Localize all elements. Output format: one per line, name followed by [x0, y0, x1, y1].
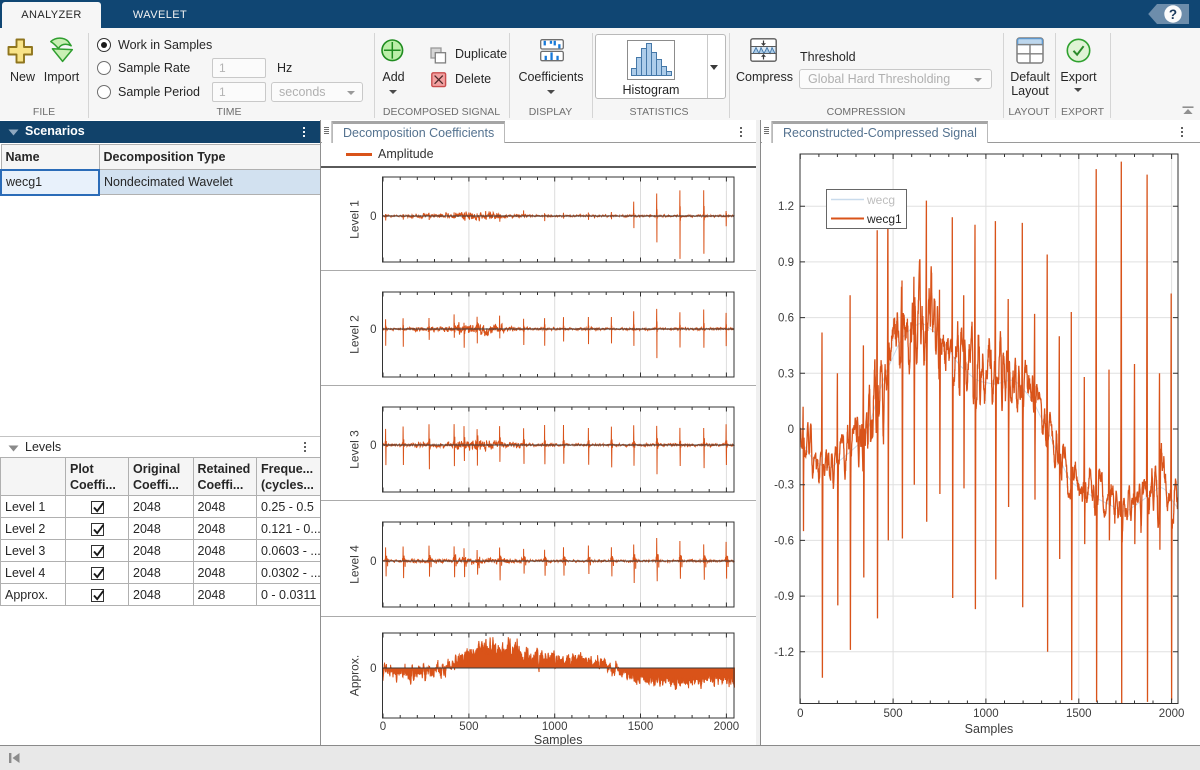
svg-text:-0.6: -0.6 — [774, 535, 794, 547]
svg-text:Samples: Samples — [965, 722, 1014, 736]
svg-text:0: 0 — [370, 440, 376, 452]
svg-text:Level 4: Level 4 — [348, 545, 362, 584]
svg-text:0: 0 — [370, 324, 376, 336]
svg-text:1000: 1000 — [542, 721, 568, 733]
svg-text:0.9: 0.9 — [778, 257, 794, 269]
svg-text:0: 0 — [797, 708, 803, 720]
svg-text:Samples: Samples — [534, 733, 583, 746]
svg-text:0: 0 — [380, 721, 386, 733]
svg-text:2000: 2000 — [714, 721, 740, 733]
svg-text:Approx.: Approx. — [348, 655, 362, 696]
svg-text:2000: 2000 — [1159, 708, 1185, 720]
svg-text:Level 1: Level 1 — [348, 200, 362, 239]
svg-text:-1.2: -1.2 — [774, 647, 794, 659]
svg-text:500: 500 — [884, 708, 903, 720]
svg-text:0: 0 — [370, 556, 376, 568]
svg-text:wecg1: wecg1 — [866, 212, 902, 226]
svg-text:0.3: 0.3 — [778, 368, 794, 380]
svg-text:0: 0 — [370, 211, 376, 223]
svg-text:-0.3: -0.3 — [774, 480, 794, 492]
svg-text:1500: 1500 — [1066, 708, 1092, 720]
svg-text:500: 500 — [459, 721, 478, 733]
svg-text:wecg: wecg — [866, 193, 895, 207]
svg-text:Level 3: Level 3 — [348, 430, 362, 469]
svg-text:1.2: 1.2 — [778, 201, 794, 213]
svg-text:0: 0 — [370, 663, 376, 675]
svg-text:1000: 1000 — [973, 708, 999, 720]
svg-text:?: ? — [1169, 7, 1177, 22]
svg-text:0: 0 — [788, 424, 794, 436]
svg-text:0.6: 0.6 — [778, 313, 794, 325]
svg-text:1500: 1500 — [628, 721, 654, 733]
svg-text:-0.9: -0.9 — [774, 591, 794, 603]
svg-text:Level 2: Level 2 — [348, 315, 362, 354]
